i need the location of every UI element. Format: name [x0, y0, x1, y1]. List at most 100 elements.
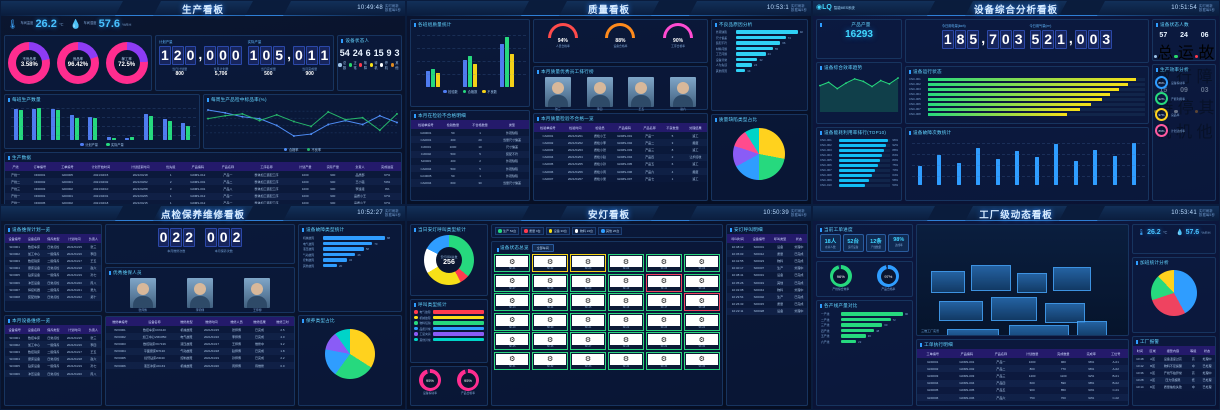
maintainer-card[interactable]: 王师傅	[244, 278, 271, 312]
employee-card[interactable]: 李四	[586, 77, 613, 111]
legend-chip[interactable]: 物料 24台	[571, 227, 597, 235]
machine-cell[interactable]: ⚙ SF-17	[645, 293, 683, 311]
machine-cell[interactable]: ⚙ SF-21	[569, 312, 607, 331]
table-row[interactable]: WX0004 平面磨床M7130 气动故障 2021/04/18 赵师傅 已完成 1.8	[106, 347, 294, 355]
table-row[interactable]: CJ0002 500 5 装配不符	[411, 150, 529, 158]
table-row[interactable]: SF0002 加工中心 一级保养 2021/04/16 李四	[5, 341, 101, 349]
table-row[interactable]: 10:35:26 SF0019 其他 已完成	[727, 278, 807, 287]
machine-cell[interactable]: ⚙ SF-24	[683, 312, 720, 331]
machine-cell[interactable]: ⚙ SF-01	[494, 254, 531, 272]
table-row[interactable]: WX0001 数控车床CK6140 机械故障 2021/04/15 张师傅 已完成 2.5	[106, 326, 294, 334]
table-row[interactable]: CA0002 2021/04/02 质检小李 GDMS-002 产品二 3 报废	[534, 139, 707, 147]
machine-cell[interactable]: ⚙ SF-02	[531, 254, 569, 272]
machine-cell[interactable]: ⚙ SF-31	[494, 351, 531, 370]
machine-cell[interactable]: ⚙ SF-15	[569, 293, 607, 311]
table-row[interactable]: CA0003 2021/04/03 质检小张 GDMS-003 产品三 8 返工	[534, 146, 707, 154]
table-row[interactable]: CA0004 2021/04/04 质检小赵 GDMS-004 产品四 2 让步接收	[534, 153, 707, 161]
table-row[interactable]: WX0006 液压冲床J23-63 机械故障 2021/04/20 周师傅 待维修 0.0	[106, 361, 294, 370]
machine-cell[interactable]: ⚙ SF-30	[683, 332, 720, 350]
table-row[interactable]: GD0003 GDMS-003 产品三 1200 1100 92% B-01	[917, 372, 1128, 380]
table-row[interactable]: WX0003 数控铣床XK7136 液压故障 2021/04/17 王师傅 维修中 3.2	[106, 340, 294, 348]
machine-cell[interactable]: ⚙ SF-18	[683, 293, 720, 311]
machine-cell[interactable]: ⚙ SF-19	[494, 312, 531, 331]
table-row[interactable]: WX0005 摇臂钻床Z3040 控制故障 2021/04/19 孙师傅 已完成 2.2	[106, 354, 294, 362]
table-row[interactable]: 产线二 DD0002 GD0001 2021/04/02 2021/03/02 2 GDMS…	[5, 178, 401, 186]
table-row[interactable]: SF0005 钻床设备 一级保养 2021/04/19 孙七	[5, 362, 101, 370]
table-row[interactable]: 10:48 A区 设备温度过高高处理中	[1133, 355, 1215, 363]
table-row[interactable]: SF0001 数控车床 日常点检 2021/04/15 张三	[5, 243, 101, 251]
machine-cell[interactable]: ⚙ SF-23	[645, 312, 683, 331]
table-row[interactable]: SF0001 数控车床 日常点检 2021/04/15 张三	[5, 334, 101, 342]
table-row[interactable]: WX0002 加工中心VMC850 电气故障 2021/04/16 李师傅 已完成 4.0	[106, 333, 294, 341]
table-row[interactable]: CA0007 2021/04/07 质检小吴 GDMS-007 产品七 1 返工	[534, 175, 707, 183]
machine-cell[interactable]: ⚙ SF-04	[607, 254, 645, 272]
table-row[interactable]: SF0008 装配线体 日常点检 2021/04/22 郑十	[5, 293, 101, 301]
machine-cell[interactable]: ⚙ SF-28	[607, 332, 645, 350]
legend-chip[interactable]: 质量 9台	[521, 227, 544, 235]
legend-chip[interactable]: 生产 54台	[495, 227, 520, 235]
table-row[interactable]: GD0005 GDMS-005 产品五 900 850 94% C-01	[917, 386, 1128, 394]
machine-cell[interactable]: ⚙ SF-05	[645, 254, 683, 272]
machine-cell[interactable]: ⚙ SF-14	[531, 293, 569, 311]
machine-cell[interactable]: ⚙ SF-33	[569, 351, 607, 370]
table-row[interactable]: CA0005 2021/04/05 质检小孙 GDMS-005 产品五 6 返工	[534, 160, 707, 168]
machine-cell[interactable]: ⚙ SF-25	[494, 332, 531, 350]
table-row[interactable]: CA0004 500 5 外观缺陷	[411, 164, 529, 173]
table-row[interactable]: 10:45:03 SF0012 质量 已完成	[727, 250, 807, 258]
table-row[interactable]: CA0004 600 30 当量尺寸偏差	[411, 179, 529, 187]
table-row[interactable]: 产线一 DD0001 GD0005 2021/04/15 2021/04/18 1 GDMS…	[5, 171, 401, 179]
table-row[interactable]: 产线三 DD0003 GD0002 2021/04/10 2021/02/08 3 GDMS…	[5, 185, 401, 193]
employee-card[interactable]: 张三	[544, 77, 571, 111]
table-row[interactable]: 10:14 D区 质量抽检失败中已处理	[1133, 383, 1215, 391]
machine-cell[interactable]: ⚙ SF-36	[683, 351, 720, 370]
machine-cell[interactable]: ⚙ SF-32	[531, 351, 569, 370]
machine-cell[interactable]: ⚙ SF-13	[494, 293, 531, 311]
machine-cell[interactable]: ⚙ SF-09	[569, 273, 607, 292]
table-row[interactable]: GD0002 GDMS-002 产品二 800 770 96% A-02	[917, 365, 1128, 373]
table-row[interactable]: 10:48:12 SF0001 设备 处理中	[727, 243, 807, 251]
table-row[interactable]: 10:32:08 SF0044 物料 处理中	[727, 286, 807, 294]
table-row[interactable]: 10:22:11 SF0028 设备 处理中	[727, 307, 807, 315]
machine-cell[interactable]: ⚙ SF-03	[569, 254, 607, 272]
machine-cell[interactable]: ⚙ SF-11	[645, 273, 683, 292]
table-row[interactable]: CJ0001 1000 10 尺寸偏差	[411, 143, 529, 151]
table-row[interactable]: 10:42:55 SF0023 物料 已完成	[727, 257, 807, 265]
machine-cell[interactable]: ⚙ SF-34	[607, 351, 645, 370]
legend-chip[interactable]: 设备 36台	[545, 227, 570, 235]
table-row[interactable]: 10:36 C区 产线节拍异常高处理中	[1133, 369, 1215, 377]
table-row[interactable]: SF0003 数控铣床 二级保养 2021/04/17 王五	[5, 348, 101, 356]
machine-cell[interactable]: ⚙ SF-27	[569, 332, 607, 350]
table-row[interactable]: 10:29:54 SF0002 生产 已完成	[727, 293, 807, 301]
maintainer-card[interactable]: 李师傅	[186, 278, 213, 312]
machine-cell[interactable]: ⚙ SF-06	[683, 254, 720, 272]
machine-cell[interactable]: ⚙ SF-16	[607, 293, 645, 311]
machine-cell[interactable]: ⚙ SF-10	[607, 273, 645, 292]
table-row[interactable]: 产线一 DD0005 GD0002 2021/04/18 2021/04/15 1 GDMS…	[5, 199, 401, 204]
table-row[interactable]: SF0004 磨床设备 日常点检 2021/04/18 赵六	[5, 355, 101, 363]
table-row[interactable]: SF0002 加工中心 一级保养 2021/04/16 李四	[5, 250, 101, 258]
table-row[interactable]: SF0007 焊接机器 二级保养 2021/04/21 吴九	[5, 286, 101, 294]
machine-cell[interactable]: ⚙ SF-20	[531, 312, 569, 331]
machine-cell[interactable]: ⚙ SF-29	[645, 332, 683, 350]
table-row[interactable]: 产线一 DD0001 GD0001 2021/04/01 2021/04/05 1 GDMS…	[5, 192, 401, 200]
table-row[interactable]: CA0001 2021/04/01 质检小王 GDMS-001 产品一 5 返工	[534, 132, 707, 140]
workshop-filter-select[interactable]: 全部车间	[531, 244, 554, 252]
table-row[interactable]: SF0006 冲压设备 日常点检 2021/04/20 周八	[5, 369, 101, 378]
table-row[interactable]: CA0001 400 20 当量尺寸偏差	[411, 136, 529, 144]
machine-cell[interactable]: ⚙ SF-22	[607, 312, 645, 331]
table-row[interactable]: GD0004 GDMS-004 产品四 600 590 98% B-02	[917, 379, 1128, 387]
machine-cell[interactable]: ⚙ SF-12	[683, 273, 720, 292]
machine-cell[interactable]: ⚙ SF-35	[645, 351, 683, 370]
table-row[interactable]: GC0005 50 1 外观缺陷	[411, 172, 529, 180]
machine-cell[interactable]: ⚙ SF-26	[531, 332, 569, 350]
table-row[interactable]: SF0004 磨床设备 日常点检 2021/04/18 赵六	[5, 264, 101, 272]
table-row[interactable]: 10:40:17 SF0007 生产 处理中	[727, 264, 807, 272]
table-row[interactable]: GD0001 50 1 外观缺陷	[411, 129, 529, 137]
table-row[interactable]: 10:28 A区 压力值超限低已处理	[1133, 376, 1215, 384]
table-row[interactable]: GD0006 GDMS-006 产品六 750 700 93% C-02	[917, 393, 1128, 402]
employee-card[interactable]: 王五	[628, 77, 655, 111]
maintainer-card[interactable]: 张师傅	[129, 278, 156, 312]
machine-cell[interactable]: ⚙ SF-08	[531, 273, 569, 292]
table-row[interactable]: CA0006 2021/04/06 质检小周 GDMS-006 产品六 4 报废	[534, 167, 707, 176]
table-row[interactable]: 10:42 B区 物料不足提醒中已处理	[1133, 362, 1215, 370]
